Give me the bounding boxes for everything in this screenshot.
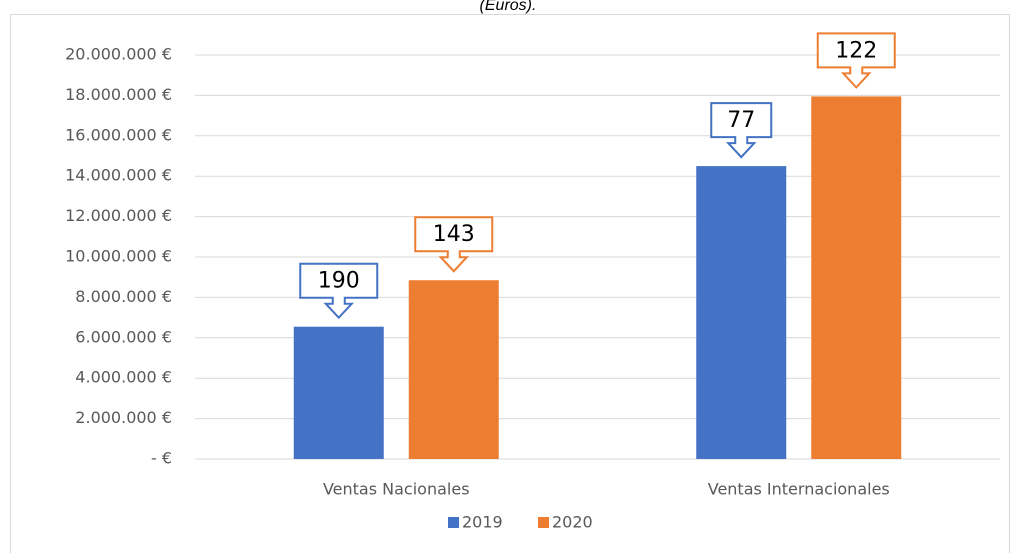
y-tick-label: 10.000.000 € — [65, 247, 172, 266]
legend-label: 2020 — [552, 513, 593, 532]
y-tick-label: 20.000.000 € — [65, 45, 172, 64]
y-tick-label: 8.000.000 € — [75, 287, 172, 306]
y-tick-label: 18.000.000 € — [65, 85, 172, 104]
bar — [293, 326, 384, 459]
bar — [811, 96, 902, 459]
callout-label: 143 — [433, 222, 475, 247]
y-tick-label: - € — [151, 449, 172, 468]
callout-label: 77 — [727, 108, 755, 133]
y-tick-label: 4.000.000 € — [75, 368, 172, 387]
bar — [408, 280, 499, 459]
callout-box — [816, 32, 896, 89]
y-tick-label: 16.000.000 € — [65, 125, 172, 144]
chart-title: (Euros). — [480, 0, 537, 14]
legend-label: 2019 — [462, 513, 503, 532]
y-tick-label: 14.000.000 € — [65, 166, 172, 185]
callout-box — [710, 102, 773, 159]
legend-swatch — [448, 517, 459, 528]
y-tick-label: 12.000.000 € — [65, 206, 172, 225]
bar — [696, 166, 787, 459]
y-tick-label: 6.000.000 € — [75, 327, 172, 346]
x-tick-label: Ventas Nacionales — [323, 480, 470, 499]
y-tick-label: 2.000.000 € — [75, 408, 172, 427]
x-tick-label: Ventas Internacionales — [708, 480, 890, 499]
callout-box — [414, 216, 494, 273]
callout-label: 122 — [835, 38, 877, 63]
callout-box — [299, 262, 379, 320]
legend-swatch — [538, 517, 549, 528]
callout-label: 190 — [318, 269, 360, 294]
